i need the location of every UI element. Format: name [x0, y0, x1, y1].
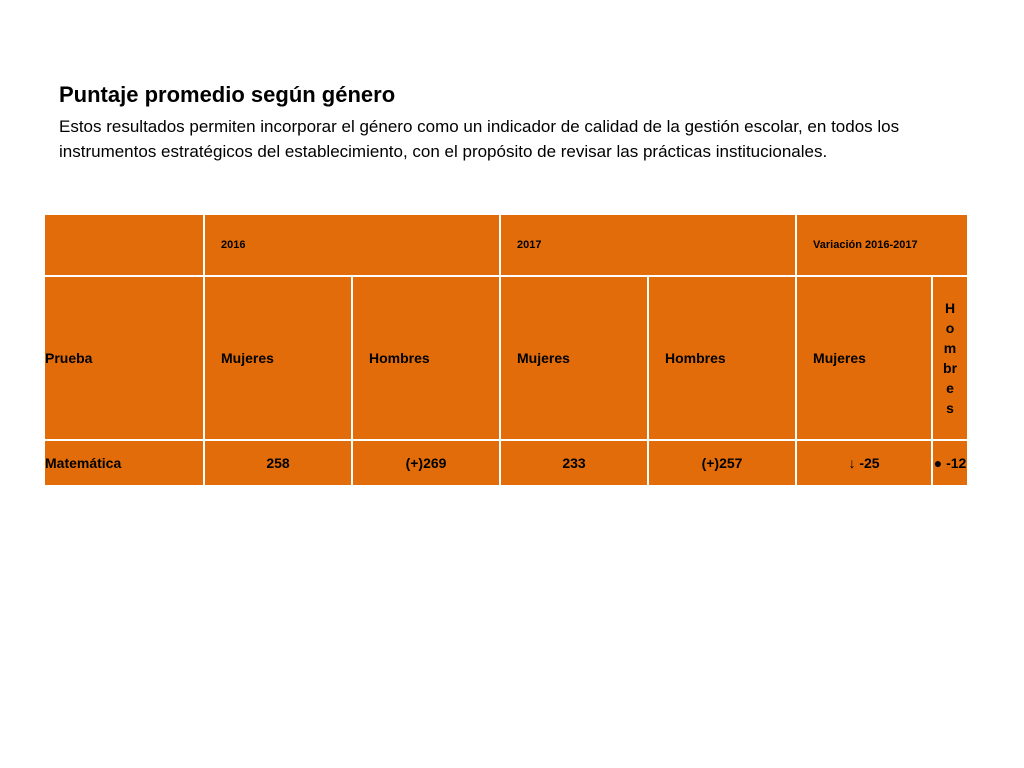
- table-row: Matemática 258 (+)269 233 (+)257 ↓ -25 ●…: [43, 439, 970, 487]
- subheader-prueba: Prueba: [43, 275, 205, 441]
- year-label: Variación 2016-2017: [813, 239, 918, 251]
- subheader-row: Prueba Mujeres Hombres Mujeres Hombres M…: [43, 275, 970, 441]
- subheader-mujeres-2017: Mujeres: [499, 275, 650, 441]
- subject-cell: Matemática: [43, 439, 205, 487]
- year-label: 2016: [221, 239, 246, 251]
- subheader-hombres-2016: Hombres: [350, 275, 502, 441]
- value-cell: 233: [499, 439, 650, 487]
- year-header-2016: 2016: [202, 213, 502, 277]
- variation-hombres-cell: ● -12: [931, 439, 970, 487]
- year-header-row: 2016 2017 Variación 2016-2017: [43, 213, 970, 277]
- year-header-2017: 2017: [499, 213, 798, 277]
- page-title: Puntaje promedio según género: [59, 82, 396, 107]
- results-table: 2016 2017 Variación 2016-2017 Prueba Muj…: [43, 213, 970, 487]
- subheader-hombres-variation-cell: Hombres: [931, 275, 970, 441]
- subheader-hombres-2017: Hombres: [647, 275, 798, 441]
- year-label: 2017: [517, 239, 542, 251]
- page-description: Estos resultados permiten incorporar el …: [59, 117, 900, 161]
- value-cell: 258: [203, 439, 353, 487]
- variation-mujeres-cell: ↓ -25: [795, 439, 934, 487]
- heading-block: Puntaje promedio según género Estos resu…: [59, 80, 959, 164]
- subheader-hombres-variation: Hombres: [943, 300, 958, 416]
- value-cell: (+)257: [647, 439, 798, 487]
- year-header-variation: Variación 2016-2017: [795, 213, 970, 277]
- empty-header-cell: [43, 213, 205, 277]
- value-cell: (+)269: [350, 439, 502, 487]
- subheader-mujeres-2016: Mujeres: [203, 275, 353, 441]
- subheader-mujeres-variation: Mujeres: [795, 275, 934, 441]
